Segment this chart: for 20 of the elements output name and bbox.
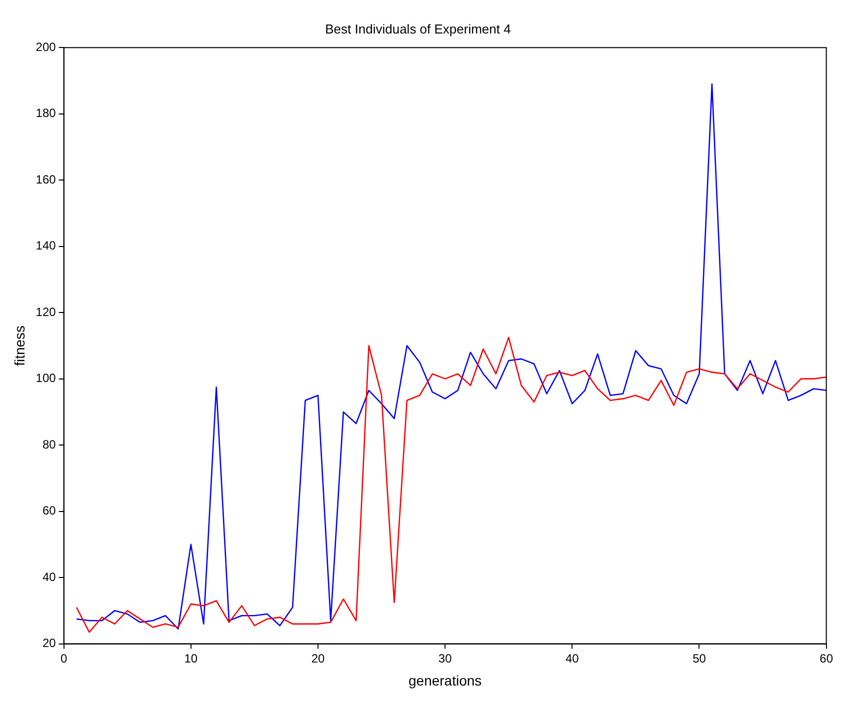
y-tick-label: 180	[36, 106, 56, 120]
x-tick-label: 50	[692, 651, 706, 666]
y-tick-label: 20	[42, 636, 56, 650]
y-tick-label: 100	[36, 371, 56, 386]
y-tick-label: 60	[42, 504, 56, 518]
x-axis-title: generations	[408, 672, 482, 688]
x-tick-label: 10	[184, 651, 198, 666]
x-tick-label: 30	[438, 651, 452, 666]
y-axis-title: fitness	[11, 325, 28, 366]
y-tick-label: 140	[36, 238, 56, 253]
y-tick-label: 80	[42, 437, 56, 452]
x-tick-label: 60	[820, 651, 834, 666]
x-tick-label: 0	[60, 651, 68, 666]
x-tick-label: 20	[311, 651, 325, 666]
y-tick-label: 40	[42, 570, 56, 584]
chart-title: Best Individuals of Experiment 4	[325, 21, 511, 36]
y-tick-label: 200	[36, 40, 56, 54]
x-tick-label: 40	[565, 651, 580, 666]
y-tick-label: 120	[36, 304, 56, 319]
y-tick-label: 160	[36, 172, 56, 186]
